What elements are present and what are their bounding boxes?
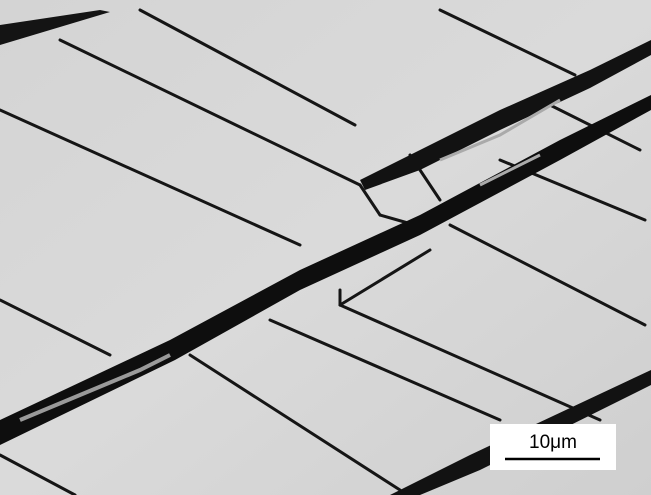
slip-lines	[0, 8, 647, 495]
scale-bar: 10μm	[490, 424, 616, 470]
scale-box	[490, 424, 616, 470]
scale-label: 10μm	[529, 432, 577, 453]
